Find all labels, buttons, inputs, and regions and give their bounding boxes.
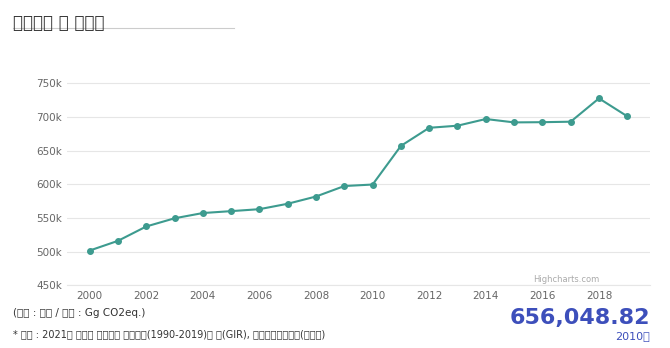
Text: Highcharts.com: Highcharts.com <box>533 275 600 284</box>
Text: 656,048.82: 656,048.82 <box>509 308 650 328</box>
Text: (지역 : 전국 / 단위 : Gg CO2eq.): (지역 : 전국 / 단위 : Gg CO2eq.) <box>13 308 146 318</box>
Text: 2010년: 2010년 <box>615 331 650 341</box>
Text: * 출처 : 2021년 지역별 온실가스 인벤토리(1990-2019)공 표(GIR), 기상자료개방포털(기상청): * 출처 : 2021년 지역별 온실가스 인벤토리(1990-2019)공 표… <box>13 329 326 339</box>
Text: 온실가스 총 배출량: 온실가스 총 배출량 <box>13 14 105 32</box>
